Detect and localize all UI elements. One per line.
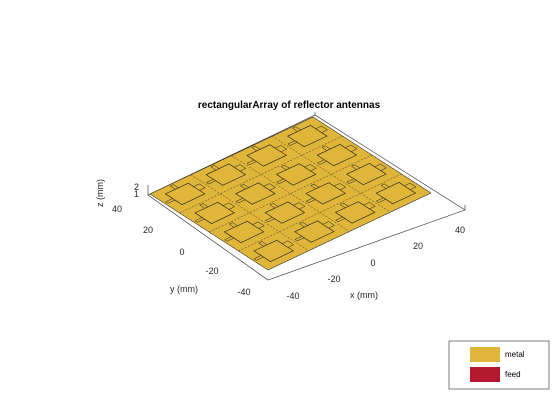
feed-arm [269,203,279,209]
patch-tab [233,164,247,172]
patch-tab [292,202,306,210]
z-axis: 2 1 z (mm) [95,179,139,207]
antenna-patch [253,239,294,262]
legend: metal feed [448,340,550,390]
patch-tab [252,221,265,229]
feed-arm [350,164,361,170]
y-tick-label: 20 [143,225,153,235]
feed-arm [251,145,261,152]
reflector-array [149,116,432,271]
axes-box [147,112,466,281]
antenna-patch [205,163,247,186]
grid-line [272,136,391,213]
antenna-patch [246,144,287,167]
y-tick-label: 40 [112,204,122,214]
feed-arm [287,140,298,146]
antenna-patch [294,220,335,243]
patch-tab [344,144,358,152]
feed-arm [380,183,390,189]
y-axis: 40 20 0 -20 -40 y (mm) [112,204,251,297]
patch-tab [281,240,295,248]
feed-arm [205,179,217,185]
antenna-patch [275,163,317,186]
feed-arm [291,126,302,132]
z-tick-label: 2 [134,182,139,192]
patch-tab [304,164,317,172]
x-axis: -40 -20 0 20 40 x (mm) [286,225,465,301]
patch-tab [222,202,236,210]
antenna-patch [334,201,376,224]
antenna-patch [375,182,417,205]
y-tick-label: -40 [237,287,250,297]
x-tick-label: 0 [370,258,375,268]
legend-swatch-feed [470,367,500,382]
antenna-patch [305,182,346,205]
feed-arm [235,198,246,204]
antenna-patch [223,220,265,243]
grid-line [190,174,309,251]
antenna-patch [316,144,358,167]
antenna-patch [194,201,235,224]
x-tick-label: -40 [286,291,299,301]
x-axis-label: x (mm) [350,290,378,300]
feed-arm [210,165,220,171]
patch-tab [193,183,206,191]
feed-arm [375,197,387,203]
feed-arm [165,198,176,204]
x-tick-label: 20 [413,241,423,251]
feed-arm [253,255,264,261]
antenna-patch [264,201,306,224]
patch-tab [322,221,335,229]
y-tick-label: 0 [179,247,184,257]
antenna-patch [235,182,276,205]
legend-swatch-metal [470,347,500,362]
feed-arm [280,164,291,171]
z-axis-label: z (mm) [95,179,105,207]
feed-arm [294,236,305,242]
x-tick-label: 40 [455,225,465,235]
feed-arm [310,183,320,190]
feed-arm [346,178,357,184]
feed-arm [258,241,268,247]
antenna-patch [287,125,328,148]
legend-label-metal: metal [505,350,525,359]
patch-tab [374,163,387,171]
feed-arm [194,217,205,223]
feed-arm [199,203,209,209]
antenna-patch [164,182,206,205]
x-tick-label: -20 [327,274,340,284]
feed-arm [335,216,346,223]
patch-tab [263,183,276,191]
patch-tab [403,182,417,190]
antenna-patch [346,163,387,186]
box-front-edges [147,194,466,281]
feed-arm [316,159,328,165]
plot-title: rectangularArray of reflector antennas [198,100,381,111]
feed-arm [339,202,350,209]
feed-arm [239,184,250,190]
feed-arm [276,178,287,185]
y-tick-label: -20 [205,266,218,276]
patch-tab [333,183,347,191]
feed-arm [224,236,235,242]
feed-arm [246,159,257,166]
patch-tab [363,202,376,210]
y-axis-label: y (mm) [170,284,198,294]
patch-tab [315,125,328,133]
feed-arm [321,145,331,151]
feed-arm [228,222,239,228]
z-tick-label: 1 [134,189,139,199]
legend-label-feed: feed [505,370,521,379]
feed-arm [264,217,276,223]
patch-tab [274,145,288,153]
feed-arm [298,222,309,228]
feed-arm [169,184,180,190]
feed-arm [305,197,316,204]
grid-line [231,155,350,232]
